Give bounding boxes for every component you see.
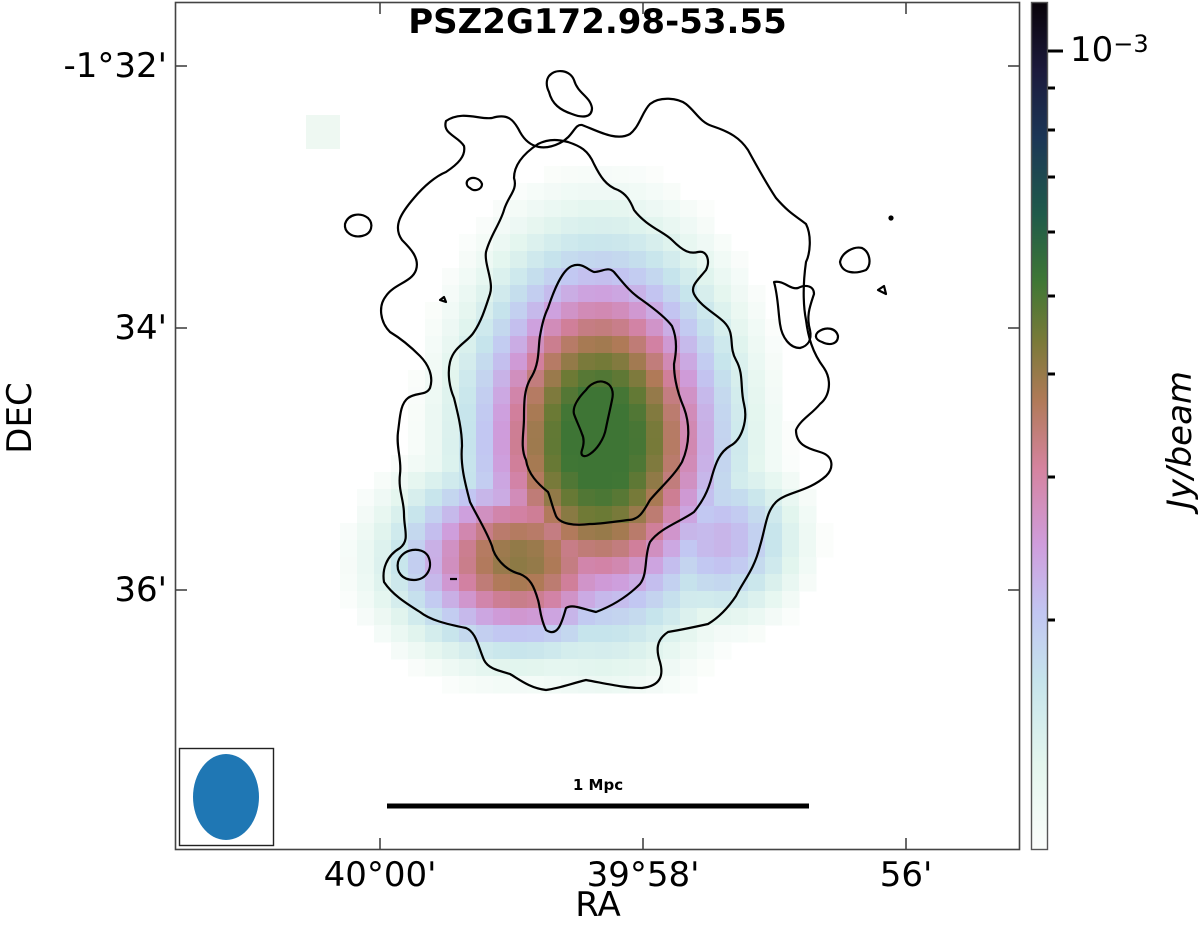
colorbar [1030,1,1063,851]
xtick-label: 39°58' [586,855,700,895]
contour-level-4 [572,380,614,458]
plot-title: PSZ2G172.98-53.55 [408,2,787,42]
plot-frame [174,1,1021,851]
colorbar-ticks [1048,49,1063,622]
contour-island [545,70,594,118]
contour-level-3 [521,263,690,526]
y-axis-label: DEC [0,382,40,454]
xtick-label: 56' [879,855,933,895]
contour-island [438,295,448,304]
contour-island [888,215,894,221]
contour-island [465,176,484,192]
colorbar-tick-label: 10−3 [1070,28,1149,72]
ytick-label: 34' [114,308,167,348]
contour-island [396,548,432,582]
ytick-label: 36' [114,570,167,610]
heatmap-image [306,115,834,694]
contour-island [343,213,373,238]
contour-island [772,280,816,350]
x-axis-label: RA [575,885,621,925]
colorbar-tick-exponent: −3 [1113,30,1149,58]
beam-ellipse-icon [193,754,259,840]
contour-lines [343,70,894,692]
beam-inset [178,747,275,847]
contour-level-2 [447,138,747,634]
colorbar-label: Jy/beam [1160,370,1200,510]
xtick-label: 40°00' [323,855,437,895]
contour-island [876,284,888,296]
axis-ticks [176,3,1019,849]
colorbar-tick-base: 10 [1070,30,1114,70]
contour-level-1 [380,97,833,692]
contour-island [838,246,871,274]
ytick-label: -1°32' [63,46,167,86]
contour-island [814,327,840,346]
scale-bar-label: 1 Mpc [572,776,624,794]
